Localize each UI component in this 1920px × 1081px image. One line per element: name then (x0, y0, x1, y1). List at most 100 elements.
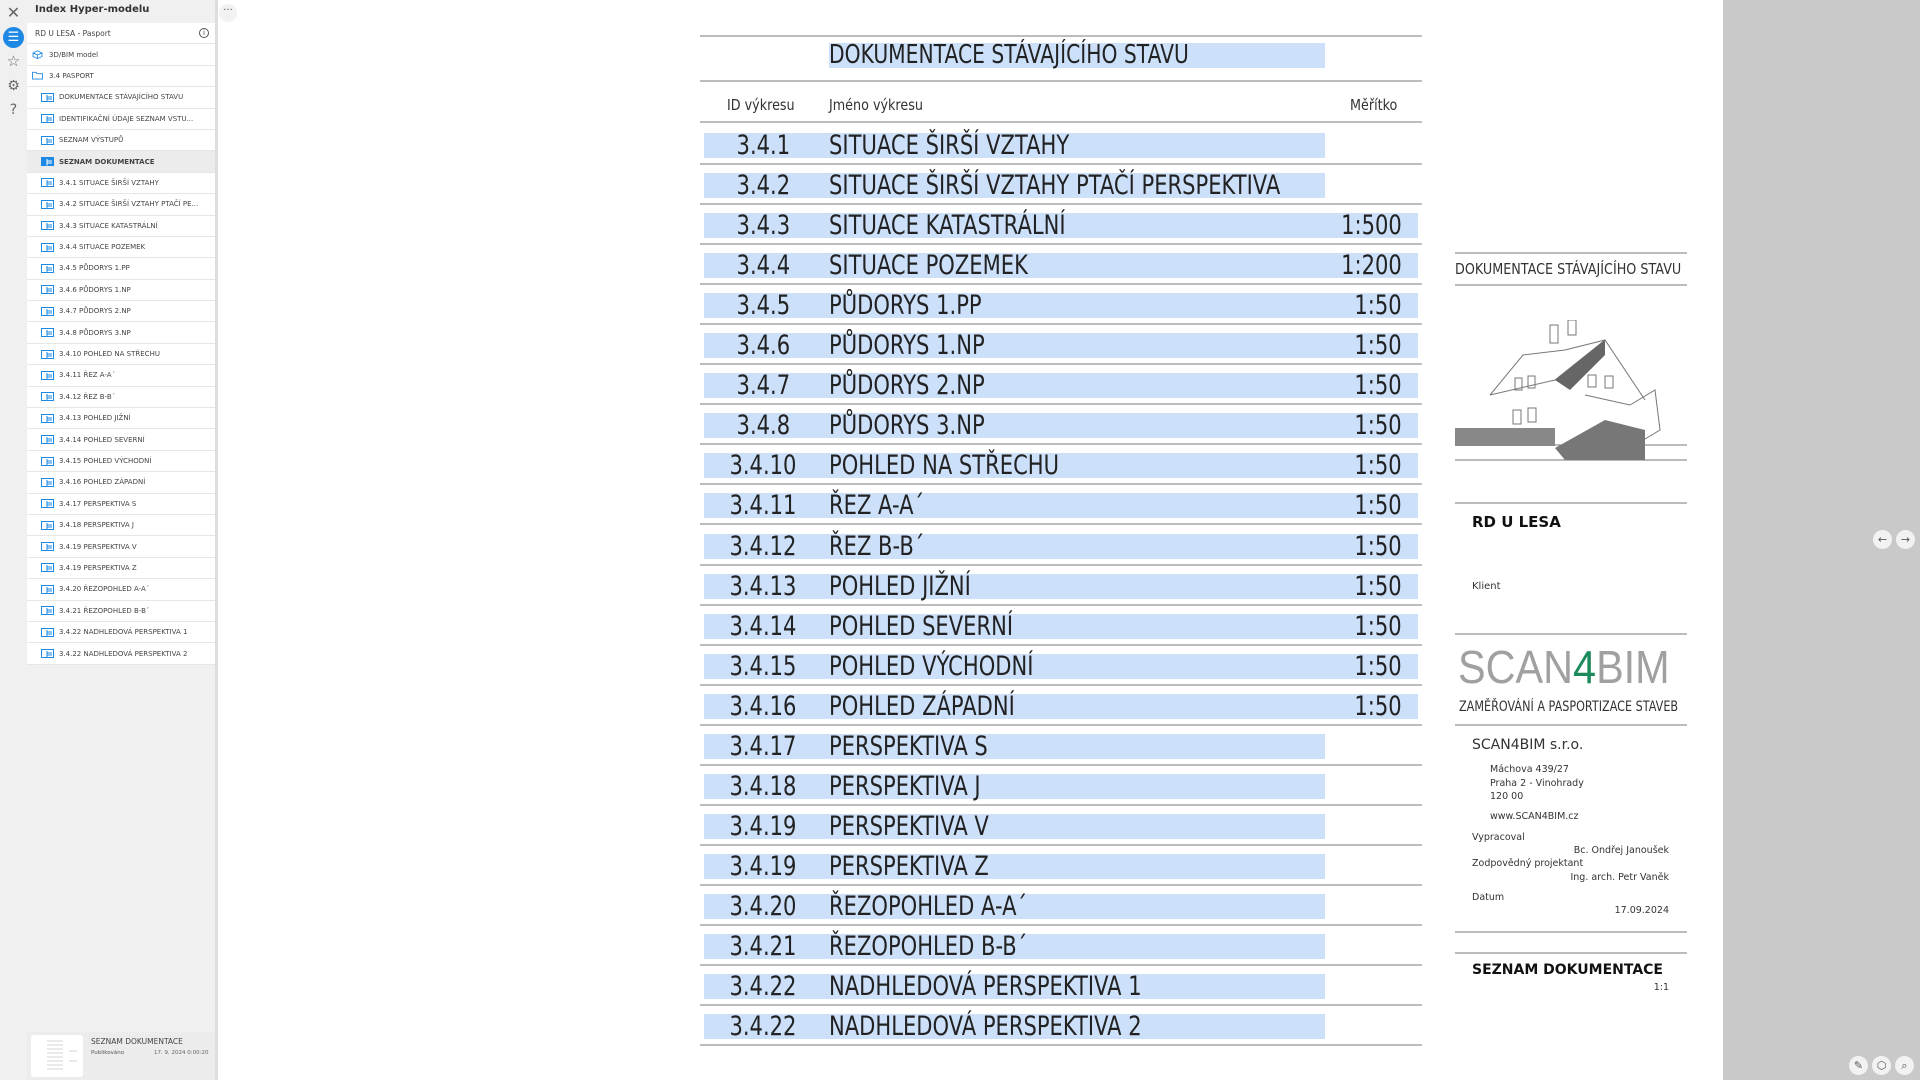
tree-item[interactable]: 3.4.18 PERSPEKTIVA J (27, 514, 215, 537)
tree-item[interactable]: DOKUMENTACE STÁVAJÍCÍHO STAVU (27, 87, 215, 109)
tree-item[interactable]: 3.4.15 POHLED VÝCHODNÍ (27, 450, 215, 473)
drawing-scale: 1:50 (1354, 610, 1402, 642)
tree-item[interactable]: 3.4.5 PŮDORYS 1.PP (27, 258, 215, 280)
row-highlight (704, 453, 1418, 479)
card-title: SEZNAM DOKUMENTACE (91, 1037, 183, 1046)
tree-item[interactable]: 3.4.22 NADHLEDOVÁ PERSPEKTIVA 2 (27, 643, 215, 665)
tree-item-label: 3.4.3 SITUACE KATASTRÁLNÍ (59, 221, 158, 230)
gear-icon[interactable]: ⚙ (7, 77, 20, 94)
company-name: SCAN4BIM s.r.o. (1472, 737, 1584, 753)
tree-item[interactable]: 3.4.10 POHLED NA STŘECHU (27, 343, 215, 366)
measure-icon[interactable]: ✎ (1849, 1056, 1868, 1075)
divider (700, 363, 1422, 366)
previous-arrow-icon[interactable]: ← (1873, 530, 1892, 549)
tree-item-label: 3.4.10 POHLED NA STŘECHU (59, 350, 160, 359)
tree-item[interactable]: 3.4.20 ŘEZOPOHLED A-A´ (27, 579, 215, 601)
divider (1455, 931, 1687, 933)
tree-item[interactable]: 3.4.3 SITUACE KATASTRÁLNÍ (27, 215, 215, 237)
row-highlight (704, 773, 1325, 799)
star-icon[interactable]: ☆ (6, 51, 21, 70)
panel-resize-handle[interactable] (215, 0, 218, 1080)
help-icon[interactable]: ? (9, 101, 18, 118)
sheet-icon (41, 178, 54, 188)
tree-item[interactable]: 3.4.14 POHLED SEVERNÍ (27, 429, 215, 451)
row-highlight (704, 813, 1325, 839)
tree-item[interactable]: SEZNAM DOKUMENTACE (27, 151, 215, 173)
sheet-icon (41, 649, 54, 659)
tree-item[interactable]: 3.4.19 PERSPEKTIVA Z (27, 557, 215, 580)
tree-item-label: 3.4.1 SITUACE ŠIRŠÍ VZTAHY (59, 178, 159, 187)
divider (700, 121, 1422, 123)
sheet-icon (41, 242, 54, 252)
project-name: RD U LESA - Pasport (35, 28, 111, 38)
tree-item-label: DOKUMENTACE STÁVAJÍCÍHO STAVU (59, 93, 184, 102)
tree-item[interactable]: 3D/BIM model (27, 44, 215, 66)
prepared-by: Bc. Ondřej Janoušek (1573, 845, 1669, 856)
divider (700, 883, 1422, 886)
more-options-button[interactable]: ··· (219, 4, 237, 22)
tree-item-label: 3.4.20 ŘEZOPOHLED A-A´ (59, 585, 150, 594)
tree-item-label: 3.4.4 SITUACE POZEMEK (59, 243, 146, 252)
drawing-id: 3.4.8 (736, 410, 790, 442)
project-row[interactable]: RD U LESA - Pasport i (27, 23, 215, 45)
tree-item[interactable]: 3.4.2 SITUACE ŠIRŠÍ VZTAHY PTAČÍ PE... (27, 194, 215, 216)
info-icon[interactable]: i (199, 28, 209, 39)
drawing-id: 3.4.1 (736, 130, 790, 161)
divider (700, 803, 1422, 806)
tree-item[interactable]: 3.4.21 ŘEZOPOHLED B-B´ (27, 600, 215, 622)
divider (700, 964, 1422, 966)
tree-item[interactable]: 3.4.7 PŮDORYS 2.NP (27, 301, 215, 323)
tree-item[interactable]: 3.4.11 ŘEZ A-A´ (27, 365, 215, 387)
close-icon[interactable]: ✕ (6, 3, 21, 22)
tree-item[interactable]: 3.4 PASPORT (27, 65, 215, 88)
drawing-name: ŘEZOPOHLED B-B´ (829, 931, 1028, 962)
drawing-name: POHLED NA STŘECHU (829, 450, 1060, 482)
list-icon[interactable]: ☰ (3, 27, 24, 48)
tree-item[interactable]: 3.4.8 PŮDORYS 3.NP (27, 322, 215, 344)
tree-item-label: 3.4.5 PŮDORYS 1.PP (59, 264, 130, 273)
tree-item[interactable]: IDENTIFIKAČNÍ ÚDAJE SEZNAM VSTU... (27, 108, 215, 130)
sheet-icon (41, 263, 54, 273)
address-line: Máchova 439/27 (1490, 764, 1569, 775)
tree-item[interactable]: SEZNAM VÝSTUPŮ (27, 129, 215, 152)
row-highlight (704, 853, 1325, 879)
drawing-id: 3.4.14 (729, 610, 797, 642)
3d-model-icon[interactable]: ⬡ (1872, 1056, 1891, 1075)
sheet-scale: 1:1 (1653, 982, 1669, 993)
tree-item[interactable]: 3.4.13 POHLED JIŽNÍ (27, 408, 215, 430)
row-highlight (704, 653, 1418, 679)
tree-item-label: 3.4.8 PŮDORYS 3.NP (59, 328, 131, 337)
responsible-label: Zodpovědný projektant (1472, 858, 1584, 869)
published-sheet-card[interactable]: SEZNAM DOKUMENTACE Publikováno 17. 9. 20… (27, 1032, 215, 1080)
panel-title: Index Hyper-modelu (35, 4, 150, 15)
drawing-scale: 1:50 (1354, 490, 1402, 522)
sheet-icon (41, 584, 54, 594)
tree-item-label: 3.4.17 PERSPEKTIVA S (59, 499, 137, 508)
drawing-id: 3.4.2 (736, 170, 790, 202)
tree-item[interactable]: 3.4.6 PŮDORYS 1.NP (27, 279, 215, 302)
tree-item[interactable]: 3.4.12 ŘEZ B-B´ (27, 386, 215, 409)
tree-item-label: 3.4.7 PŮDORYS 2.NP (59, 307, 131, 316)
tree-item[interactable]: 3.4.4 SITUACE POZEMEK (27, 236, 215, 259)
sheet-icon (41, 499, 54, 509)
drawing-id: 3.4.12 (729, 530, 797, 562)
drawing-id: 3.4.4 (736, 250, 790, 282)
tree-item[interactable]: 3.4.17 PERSPEKTIVA S (27, 493, 215, 515)
divider (1455, 284, 1687, 286)
divider (1455, 724, 1687, 726)
tree-item[interactable]: 3.4.19 PERSPEKTIVA V (27, 536, 215, 558)
tree-item[interactable]: 3.4.22 NADHLEDOVÁ PERSPEKTIVA 1 (27, 621, 215, 644)
column-header-name: Jméno výkresu (829, 96, 923, 114)
next-arrow-icon[interactable]: → (1896, 530, 1915, 549)
sheet-icon (41, 285, 54, 295)
divider (700, 323, 1422, 326)
drawing-id: 3.4.11 (729, 490, 797, 522)
drawing-name: SITUACE ŠIRŠÍ VZTAHY (829, 130, 1070, 161)
sheet-icon (41, 114, 54, 124)
search-view-icon[interactable]: ⌕ (1895, 1056, 1914, 1075)
sheet-title: DOKUMENTACE STÁVAJÍCÍHO STAVU (829, 40, 1189, 70)
tree-item[interactable]: 3.4.16 POHLED ZÁPADNÍ (27, 472, 215, 494)
sheet-icon (41, 520, 54, 530)
sheet-icon (41, 370, 54, 380)
tree-item[interactable]: 3.4.1 SITUACE ŠIRŠÍ VZTAHY (27, 172, 215, 195)
